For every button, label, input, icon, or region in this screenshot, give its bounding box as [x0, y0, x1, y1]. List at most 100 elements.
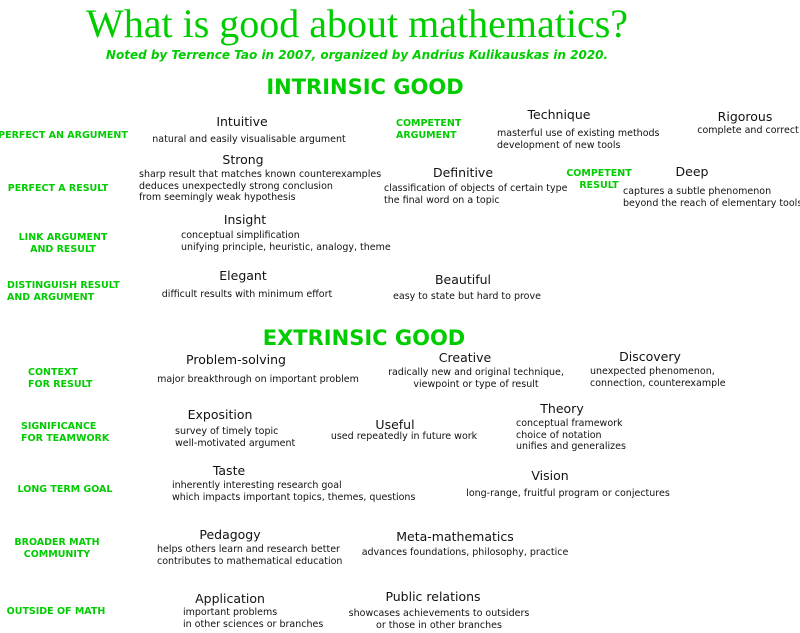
- text-line: or those in other branches: [376, 619, 502, 631]
- item-desc: long-range, fruitful program or conjectu…: [466, 488, 670, 500]
- text-line: masterful use of existing methods: [497, 128, 660, 139]
- item-title-deep: Deep: [675, 164, 709, 179]
- text-line: BROADER MATH: [14, 537, 100, 548]
- item-desc: masterful use of existing methods develop…: [497, 128, 660, 151]
- text-line: LINK ARGUMENT: [18, 232, 108, 243]
- text-line: connection, counterexample: [590, 377, 726, 389]
- item-title-taste: Taste: [212, 463, 246, 478]
- item-title-beautiful: Beautiful: [434, 272, 492, 287]
- text-line: easy to state but hard to prove: [393, 291, 541, 302]
- item-title-creative: Creative: [438, 350, 492, 365]
- item-title-intuitive: Intuitive: [216, 114, 268, 129]
- label: SIGNIFICANCE FOR TEAMWORK: [21, 421, 109, 444]
- label: CONTEXT FOR RESULT: [28, 367, 93, 390]
- item-desc: advances foundations, philosophy, practi…: [362, 547, 569, 559]
- label: DISTINGUISH RESULT AND ARGUMENT: [7, 280, 120, 303]
- text-line: well-motivated argument: [175, 437, 296, 449]
- text-line: choice of notation: [516, 429, 602, 441]
- text-line: LONG TERM GOAL: [17, 484, 113, 495]
- text-line: unexpected phenomenon,: [590, 366, 715, 377]
- label: PERFECT AN ARGUMENT: [0, 130, 128, 142]
- text-line: COMPETENT: [566, 168, 632, 179]
- item-desc: natural and easily visualisable argument: [152, 134, 346, 146]
- item-desc: classification of objects of certain typ…: [384, 183, 568, 206]
- text-line: long-range, fruitful program or conjectu…: [466, 488, 670, 499]
- item-desc: major breakthrough on important problem: [157, 374, 359, 386]
- text-line: AND ARGUMENT: [7, 291, 95, 303]
- text-line: from seemingly weak hypothesis: [139, 192, 296, 203]
- item-desc: captures a subtle phenomenon beyond the r…: [623, 186, 800, 209]
- text-line: SIGNIFICANCE: [21, 421, 97, 432]
- label: LINK ARGUMENT AND RESULT: [19, 232, 108, 255]
- text-line: in other sciences or branches: [183, 618, 324, 630]
- text-line: COMPETENT: [396, 118, 462, 129]
- text-line: COMMUNITY: [23, 548, 91, 560]
- item-title-theory: Theory: [540, 401, 584, 416]
- text-line: FOR RESULT: [28, 378, 93, 390]
- section-heading-extrinsic: EXTRINSIC GOOD: [262, 326, 466, 350]
- text-line: the final word on a topic: [384, 194, 500, 206]
- text-line: unifying principle, heuristic, analogy, …: [181, 241, 391, 253]
- text-line: viewpoint or type of result: [413, 378, 539, 390]
- text-line: important problems: [183, 607, 278, 618]
- label: PERFECT A RESULT: [8, 183, 109, 195]
- item-desc: easy to state but hard to prove: [393, 291, 541, 303]
- text-line: FOR TEAMWORK: [21, 432, 110, 444]
- item-desc: helps others learn and research better co…: [157, 544, 342, 567]
- label: COMPETENT ARGUMENT: [396, 118, 461, 141]
- page-title: What is good about mathematics?: [85, 1, 629, 46]
- text-line: natural and easily visualisable argument: [152, 134, 346, 145]
- text-line: sharp result that matches known countere…: [139, 169, 382, 180]
- item-desc: conceptual framework choice of notation un…: [516, 418, 626, 453]
- item-title-insight: Insight: [223, 212, 267, 227]
- text-line: deduces unexpectedly strong conclusion: [139, 180, 333, 192]
- label: BROADER MATH COMMUNITY: [14, 537, 99, 560]
- label: COMPETENT RESULT: [566, 168, 631, 191]
- text-line: inherently interesting research goal: [172, 480, 342, 491]
- item-title-strong: Strong: [222, 152, 264, 167]
- item-desc: important problems in other sciences or b…: [183, 607, 323, 630]
- text-line: helps others learn and research better: [157, 544, 340, 555]
- text-line: contributes to mathematical education: [157, 555, 343, 567]
- item-title-public-relations: Public relations: [385, 589, 481, 604]
- item-desc: inherently interesting research goal whic…: [172, 480, 415, 503]
- item-title-rigorous: Rigorous: [717, 109, 773, 124]
- text-line: CONTEXT: [28, 367, 78, 378]
- subtitle: Noted by Terrence Tao in 2007, organized…: [105, 48, 609, 62]
- item-desc: conceptual simplification unifying princi…: [181, 230, 391, 253]
- item-title-discovery: Discovery: [619, 349, 681, 364]
- text-line: major breakthrough on important problem: [157, 374, 359, 385]
- text-line: development of new tools: [497, 139, 621, 151]
- item-desc: survey of timely topic well-motivated arg…: [175, 426, 295, 449]
- item-title-meta-mathematics: Meta-mathematics: [396, 529, 514, 544]
- item-title-vision: Vision: [531, 468, 569, 483]
- item-title-definitive: Definitive: [432, 165, 494, 180]
- text-line: survey of timely topic: [175, 426, 279, 437]
- text-line: ARGUMENT: [396, 129, 457, 141]
- text-line: classification of objects of certain typ…: [384, 183, 568, 194]
- text-line: PERFECT AN ARGUMENT: [0, 130, 128, 141]
- item-title-pedagogy: Pedagogy: [199, 527, 261, 542]
- text-line: RESULT: [579, 179, 619, 191]
- item-title-exposition: Exposition: [187, 407, 253, 422]
- section-heading-intrinsic: INTRINSIC GOOD: [266, 75, 464, 99]
- text-line: OUTSIDE OF MATH: [6, 606, 106, 617]
- text-line: showcases achievements to outsiders: [348, 608, 530, 619]
- item-title-useful: Useful: [375, 417, 415, 432]
- text-line: advances foundations, philosophy, practi…: [361, 547, 569, 558]
- text-line: radically new and original technique,: [388, 367, 564, 378]
- label: LONG TERM GOAL: [18, 484, 113, 496]
- item-desc: used repeatedly in future work: [331, 431, 477, 443]
- item-desc: unexpected phenomenon, connection, counte…: [590, 366, 726, 389]
- text-line: DISTINGUISH RESULT: [7, 280, 120, 291]
- text-line: conceptual simplification: [181, 230, 300, 241]
- text-line: which impacts important topics, themes, …: [172, 491, 416, 503]
- text-line: unifies and generalizes: [516, 441, 626, 452]
- text-line: conceptual framework: [516, 418, 623, 429]
- text-line: difficult results with minimum effort: [161, 289, 333, 300]
- item-desc: showcases achievements to outsiders or th…: [349, 608, 530, 631]
- item-title-technique: Technique: [527, 107, 591, 122]
- item-desc: complete and correct: [697, 125, 799, 137]
- item-desc: difficult results with minimum effort: [162, 289, 332, 301]
- item-desc: sharp result that matches known countere…: [139, 169, 381, 204]
